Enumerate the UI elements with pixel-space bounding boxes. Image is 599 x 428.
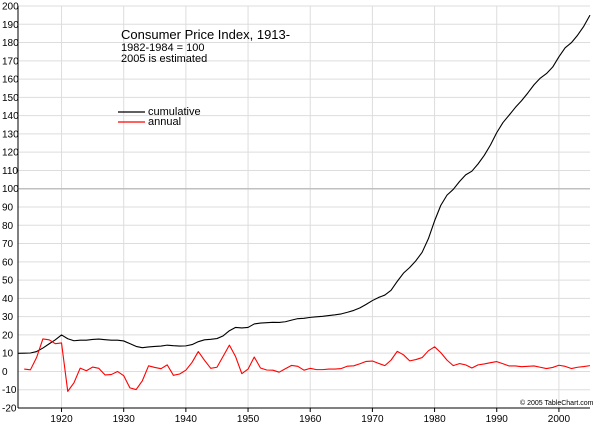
y-tick-label: 150 [2, 93, 19, 104]
y-tick-label: 140 [2, 111, 19, 122]
x-tick-labels: 1920 1930 1940 1950 1960 1970 1980 1990 2000 [50, 414, 570, 425]
series-line-annual [24, 338, 591, 392]
x-tick-label: 1940 [175, 414, 198, 425]
chart-subtitle-line-2: 2005 is estimated [121, 53, 207, 65]
x-tick-label: 1990 [486, 414, 509, 425]
x-tick-label: 1950 [237, 414, 260, 425]
y-tick-label: 70 [2, 239, 14, 250]
y-tick-label: -10 [2, 385, 17, 396]
y-tick-label: 100 [2, 184, 19, 195]
y-tick-label: 20 [2, 330, 14, 341]
y-tick-label: 190 [2, 20, 19, 31]
y-tick-label: 130 [2, 129, 19, 140]
y-tick-label: 0 [2, 367, 8, 378]
x-tick-label: 1970 [361, 414, 384, 425]
y-tick-label: 170 [2, 56, 19, 67]
x-tick-label: 1960 [299, 414, 322, 425]
chart-title: Consumer Price Index, 1913- [121, 27, 290, 42]
x-tick-label: 1930 [113, 414, 136, 425]
axes [17, 6, 590, 412]
legend: cumulative annual [118, 106, 201, 128]
chart-subtitle-line-1: 1982-1984 = 100 [121, 42, 205, 54]
x-tick-label: 1980 [423, 414, 446, 425]
y-tick-label: 180 [2, 38, 19, 49]
y-tick-label: 60 [2, 257, 14, 268]
y-tick-labels: -20 -10 0 10 20 30 40 50 60 70 80 90 100 110 120 130 140… [2, 2, 19, 415]
series-layer [17, 14, 591, 392]
y-tick-label: 50 [2, 276, 14, 287]
chart-credit: © 2005 TableChart.com [520, 399, 594, 407]
legend-label-annual: annual [148, 116, 181, 128]
y-tick-label: -20 [2, 404, 17, 415]
x-tick-label: 1920 [50, 414, 73, 425]
y-tick-label: 10 [2, 349, 14, 360]
y-tick-label: 110 [2, 166, 18, 177]
y-tick-label: 80 [2, 221, 14, 232]
y-tick-label: 30 [2, 312, 14, 323]
legend-label-cumulative: cumulative [148, 106, 201, 118]
y-tick-label: 90 [2, 203, 14, 214]
y-tick-label: 200 [2, 2, 19, 13]
y-tick-label: 160 [2, 75, 19, 86]
series-line-cumulative [17, 14, 591, 354]
y-tick-label: 120 [2, 148, 19, 159]
y-tick-label: 40 [2, 294, 14, 305]
x-tick-label: 2000 [548, 414, 571, 425]
